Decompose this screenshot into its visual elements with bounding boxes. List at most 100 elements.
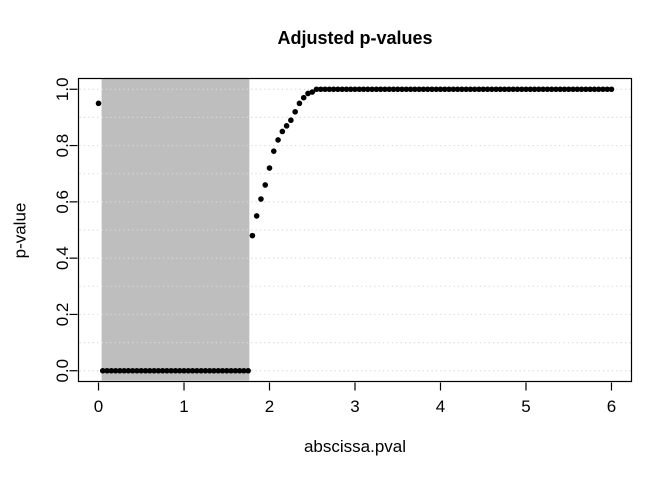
- x-tick-label: 6: [607, 397, 616, 416]
- x-tick-label: 5: [521, 397, 530, 416]
- y-tick-label: 0.6: [53, 190, 72, 214]
- data-point: [185, 367, 192, 374]
- data-point: [245, 367, 251, 374]
- data-point: [279, 128, 286, 135]
- data-point: [536, 86, 542, 93]
- data-point: [583, 86, 589, 93]
- data-point: [600, 86, 606, 93]
- x-tick-label: 1: [179, 397, 188, 416]
- data-point: [266, 165, 273, 171]
- data-point: [112, 367, 119, 374]
- x-tick-label: 2: [265, 397, 274, 416]
- data-point: [429, 86, 435, 93]
- y-tick-label: 0.4: [53, 246, 72, 270]
- data-point: [463, 86, 469, 93]
- data-point: [570, 86, 576, 93]
- data-point: [608, 86, 615, 93]
- data-point: [296, 100, 303, 107]
- y-tick-label: 0.0: [53, 359, 72, 383]
- data-point: [202, 367, 209, 374]
- data-point: [181, 367, 187, 374]
- data-point: [194, 367, 200, 374]
- data-point: [467, 86, 474, 93]
- data-point: [108, 367, 115, 374]
- data-point: [386, 86, 392, 93]
- x-tick-label: 0: [94, 397, 103, 416]
- x-tick-label: 4: [436, 397, 445, 416]
- data-point: [365, 86, 371, 93]
- data-point: [412, 86, 418, 93]
- chart-title: Adjusted p-values: [277, 28, 433, 48]
- y-tick-label: 1.0: [53, 77, 72, 101]
- data-point: [159, 367, 166, 374]
- data-point: [382, 86, 388, 93]
- data-point: [262, 182, 269, 188]
- data-point: [424, 86, 431, 93]
- data-point: [591, 86, 598, 93]
- data-point: [347, 86, 354, 93]
- data-point: [501, 86, 508, 93]
- data-point: [540, 86, 546, 93]
- data-point: [164, 367, 170, 374]
- data-point: [322, 86, 328, 93]
- data-point: [309, 89, 316, 95]
- data-point: [117, 367, 123, 374]
- data-point: [176, 367, 183, 374]
- data-point: [288, 117, 294, 124]
- data-point: [283, 123, 290, 129]
- data-point: [527, 86, 534, 93]
- data-point: [305, 90, 311, 97]
- data-point: [587, 86, 593, 93]
- data-point: [553, 86, 559, 93]
- data-point: [241, 367, 247, 374]
- data-point: [497, 86, 504, 93]
- data-point: [335, 86, 341, 93]
- data-point: [360, 86, 367, 93]
- data-point: [420, 86, 427, 93]
- data-point: [604, 86, 611, 93]
- data-point: [377, 86, 384, 93]
- data-point: [454, 86, 461, 93]
- data-point: [437, 86, 444, 93]
- data-point: [484, 86, 491, 93]
- data-point: [275, 137, 281, 143]
- data-point: [565, 86, 572, 93]
- data-point: [471, 86, 478, 93]
- data-point: [441, 86, 448, 93]
- data-point: [134, 367, 140, 374]
- x-axis-label: abscissa.pval: [303, 437, 407, 456]
- data-point: [142, 367, 149, 374]
- data-point: [356, 86, 363, 93]
- data-point: [236, 367, 243, 374]
- data-point: [99, 367, 106, 374]
- data-point: [104, 367, 110, 374]
- data-point: [189, 367, 196, 374]
- data-point: [95, 100, 102, 107]
- data-point: [514, 86, 521, 93]
- data-point: [138, 367, 145, 374]
- data-point: [574, 86, 581, 93]
- data-point: [339, 86, 345, 93]
- plot-border: [77, 77, 633, 383]
- data-point: [228, 367, 234, 374]
- data-point: [531, 86, 538, 93]
- data-point: [407, 86, 414, 93]
- data-point: [151, 367, 157, 374]
- data-point: [198, 367, 204, 374]
- data-point: [147, 367, 153, 374]
- data-point: [369, 86, 375, 93]
- data-point: [258, 196, 264, 202]
- data-point: [215, 367, 222, 374]
- data-point: [219, 367, 226, 374]
- data-point: [232, 367, 239, 374]
- data-point: [480, 86, 487, 93]
- data-point: [121, 367, 127, 374]
- data-point: [488, 86, 495, 93]
- data-point: [249, 232, 256, 239]
- data-point: [506, 86, 512, 93]
- data-point: [313, 86, 320, 93]
- data-point: [211, 367, 217, 374]
- data-point: [300, 94, 307, 101]
- data-point: [433, 86, 440, 93]
